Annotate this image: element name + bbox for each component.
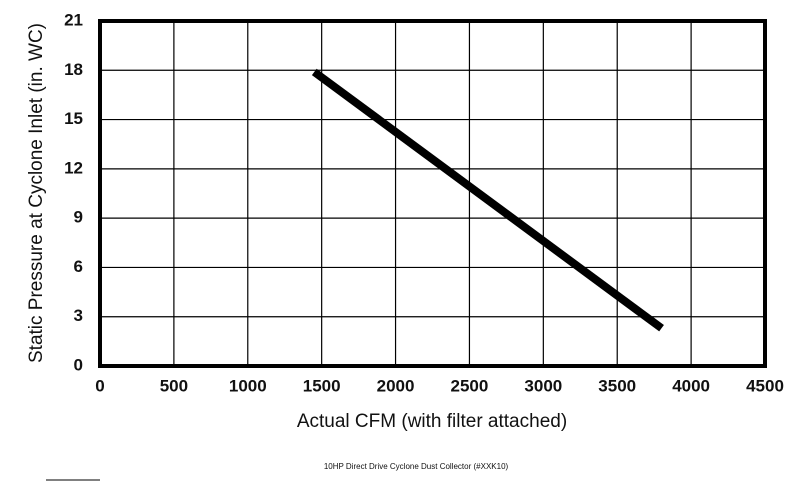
y-axis-label: Static Pressure at Cyclone Inlet (in. WC… [26, 23, 47, 363]
x-tick-label: 1500 [303, 376, 341, 395]
x-tick-label: 0 [95, 376, 104, 395]
y-tick-label: 15 [64, 109, 83, 128]
x-tick-label: 4500 [746, 376, 784, 395]
x-tick-label: 4000 [672, 376, 710, 395]
x-tick-label: 1000 [229, 376, 267, 395]
y-tick-label: 9 [74, 208, 83, 227]
x-tick-label: 3500 [598, 376, 636, 395]
x-tick-label: 2500 [451, 376, 489, 395]
plot-frame [98, 19, 767, 368]
y-tick-label: 6 [74, 257, 83, 276]
x-tick-label: 3000 [524, 376, 562, 395]
y-tick-label: 18 [64, 60, 83, 79]
y-tick-label: 12 [64, 158, 83, 177]
x-axis-label: Actual CFM (with filter attached) [297, 411, 567, 432]
x-tick-label: 2000 [377, 376, 415, 395]
y-tick-label: 3 [74, 306, 83, 325]
x-tick-label: 500 [160, 376, 188, 395]
caption: 10HP Direct Drive Cyclone Dust Collector… [324, 462, 509, 471]
y-tick-label: 21 [64, 10, 83, 29]
data-line [311, 68, 664, 332]
y-tick-label: 0 [74, 355, 83, 374]
